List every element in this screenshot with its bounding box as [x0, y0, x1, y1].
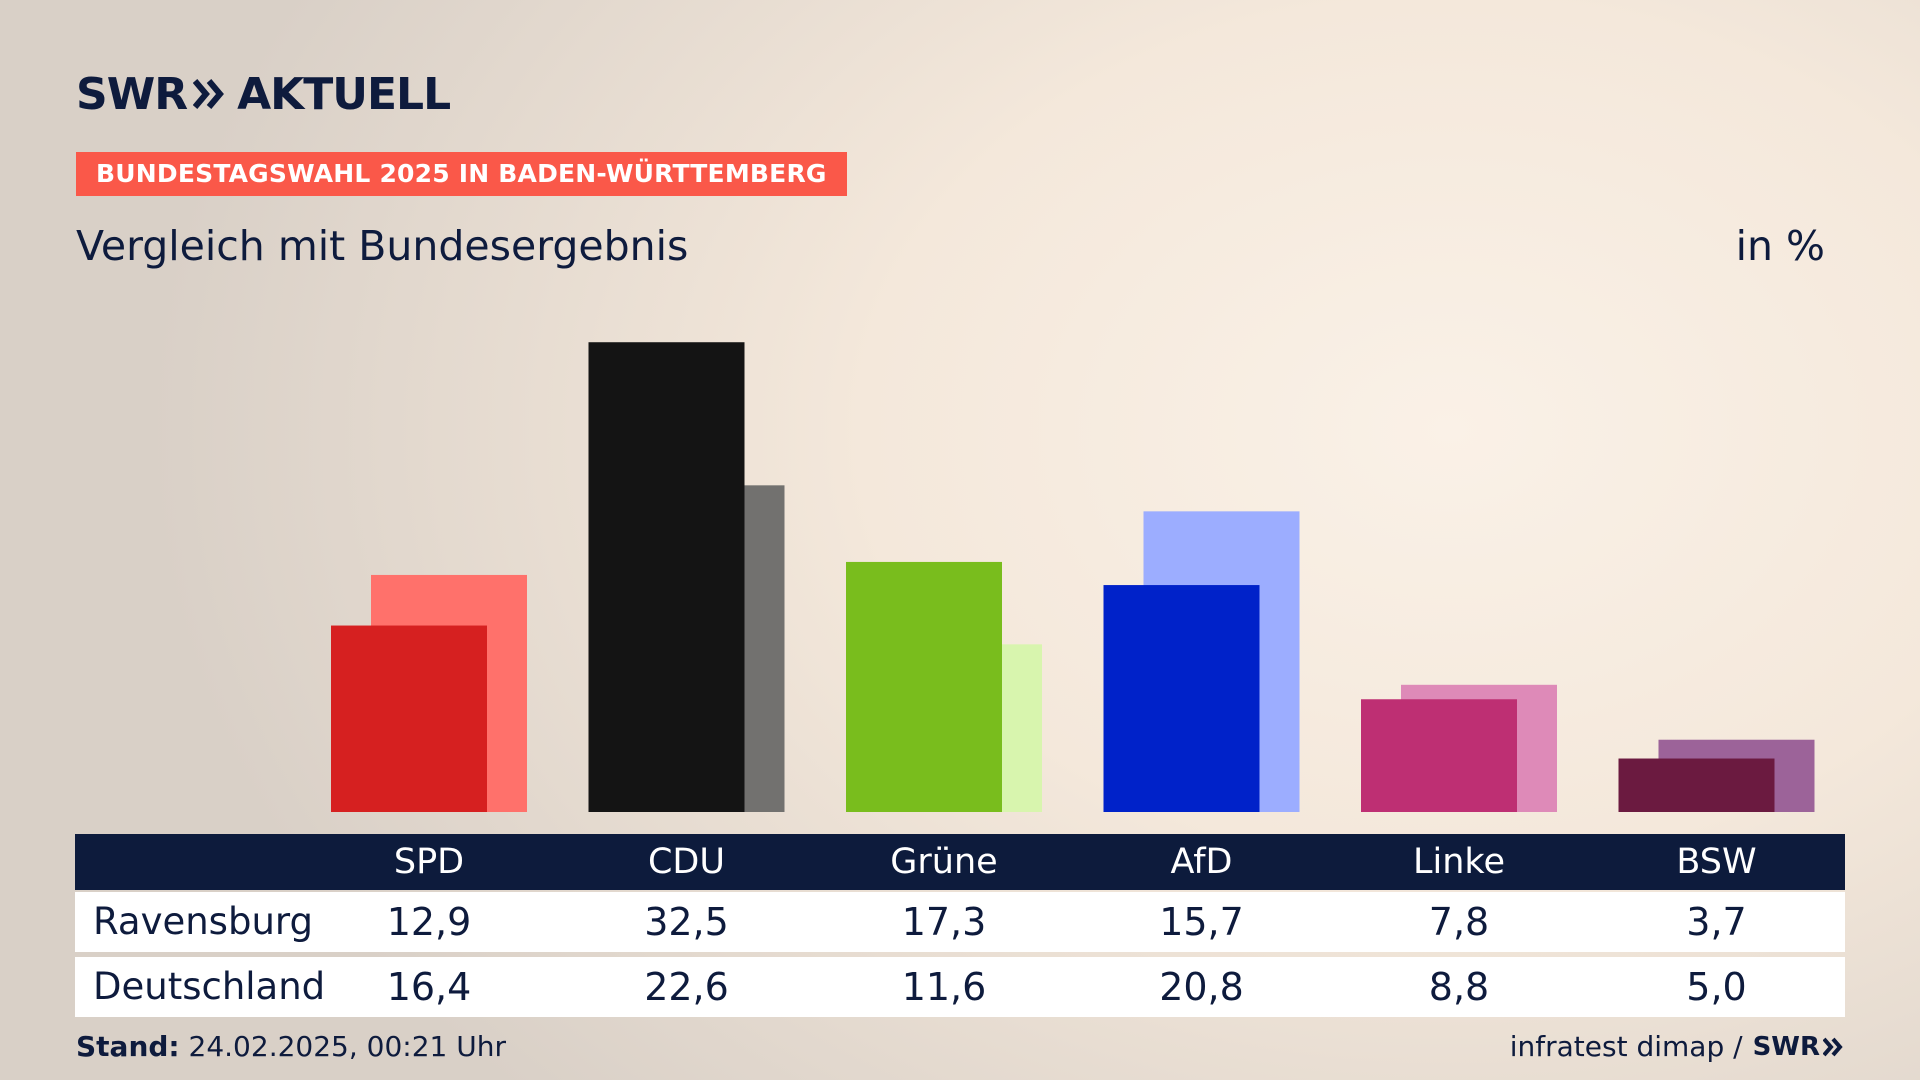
table-cell: 5,0: [1686, 965, 1747, 1009]
source-credit: infratest dimap / SWR: [1510, 1030, 1845, 1063]
bar-ravensburg-bsw: [1618, 758, 1775, 812]
row-label: Ravensburg: [93, 900, 313, 943]
double-chevron-icon: [193, 79, 225, 109]
column-header-spd: SPD: [393, 842, 465, 882]
double-chevron-icon: [1823, 1037, 1843, 1056]
column-header-afd: AfD: [1170, 842, 1233, 882]
source-text: infratest dimap /: [1509, 1030, 1743, 1063]
table-cell: 16,4: [386, 965, 472, 1009]
topic-badge: BUNDESTAGSWAHL 2025 IN BADEN-WÜRTTEMBERG: [76, 152, 847, 196]
bar-chart: [331, 342, 1815, 812]
table-body: Ravensburg 12,9 32,5 17,3 15,7 7,8 3,7 Deutschl…: [75, 892, 1845, 1017]
bar-ravensburg-cdu: [588, 342, 745, 812]
table-cell: 12,9: [386, 900, 472, 944]
logo-aktuell: AKTUELL: [237, 68, 451, 120]
row-label: Deutschland: [93, 965, 326, 1008]
table-header: SPD CDU Grüne AfD Linke BSW: [75, 834, 1845, 890]
column-header-bsw: BSW: [1676, 842, 1757, 882]
table-cell: 17,3: [901, 900, 987, 944]
table-cell: 32,5: [644, 900, 729, 944]
unit-label: in %: [1735, 222, 1825, 270]
table-cell: 7,8: [1428, 900, 1490, 944]
swr-aktuell-logo: SWR AKTUELL: [76, 68, 451, 120]
source-brand: SWR: [1752, 1031, 1820, 1062]
bar-ravensburg-gruene: [846, 561, 1002, 812]
table-cell: 15,7: [1159, 900, 1244, 944]
table-row: Deutschland 16,4 22,6 11,6 20,8 8,8 5,0: [75, 957, 1845, 1017]
timestamp: Stand: 24.02.2025, 00:21 Uhr: [76, 1030, 506, 1063]
stand-label: Stand:: [76, 1030, 180, 1063]
table-cell: 8,8: [1428, 965, 1490, 1009]
chart-subtitle: Vergleich mit Bundesergebnis: [76, 222, 689, 270]
column-header-cdu: CDU: [647, 842, 725, 882]
table-cell: 11,6: [901, 965, 987, 1009]
stand-value: 24.02.2025, 00:21 Uhr: [188, 1030, 506, 1063]
results-table: SPD CDU Grüne AfD Linke BSW Ravensburg 12,9 32,…: [75, 834, 1845, 1017]
column-header-linke: Linke: [1413, 842, 1505, 882]
bar-ravensburg-afd: [1103, 585, 1260, 812]
bar-ravensburg-linke: [1361, 699, 1517, 812]
table-cell: 3,7: [1686, 900, 1747, 944]
column-header-gruene: Grüne: [890, 842, 998, 882]
table-cell: 20,8: [1159, 965, 1244, 1009]
table-cell: 22,6: [644, 965, 729, 1009]
logo-swr: SWR: [76, 68, 188, 120]
bar-ravensburg-spd: [331, 625, 487, 812]
table-row: Ravensburg 12,9 32,5 17,3 15,7 7,8 3,7: [75, 892, 1845, 952]
